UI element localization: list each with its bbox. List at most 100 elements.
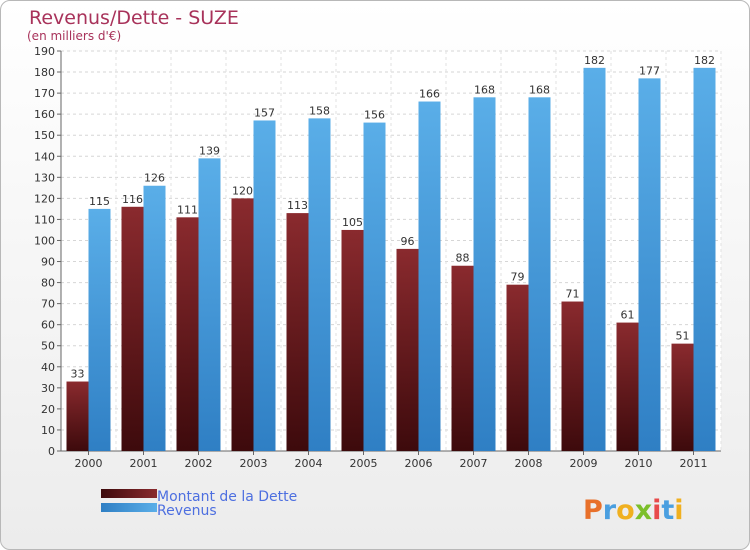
proxiti-logo: Proxiti: [583, 495, 684, 526]
data-label: 51: [676, 330, 690, 343]
data-label: 116: [122, 193, 143, 206]
y-axis: 0 10 20 30 40 50 60 70 80 90 100 110 120 130 140 150 160…: [34, 45, 721, 458]
bar-debt: [176, 217, 199, 451]
bar-revenus: [693, 67, 716, 451]
bar-revenus: [88, 208, 111, 451]
y-tick-label: 60: [41, 319, 55, 332]
bar-revenus: [308, 118, 331, 452]
legend-swatch-debt: [101, 489, 157, 498]
x-tick-label: 2000: [75, 457, 103, 470]
data-label: 96: [401, 235, 415, 248]
bar-revenus: [473, 97, 496, 451]
legend: Montant de la Dette Revenus: [101, 489, 297, 519]
y-tick-label: 100: [34, 234, 55, 247]
x-tick-label: 2004: [295, 457, 323, 470]
bar-debt: [506, 284, 529, 451]
data-label: 168: [529, 83, 550, 96]
y-tick-label: 150: [34, 129, 55, 142]
data-label: 105: [342, 216, 363, 229]
bar-debt: [66, 381, 89, 451]
data-label: 157: [254, 106, 275, 119]
data-label: 33: [71, 368, 85, 381]
x-axis: 2000 2001 2002 2003 2004 2005 2006 2007 2008 2009…: [75, 451, 708, 470]
y-tick-label: 190: [34, 45, 55, 58]
grid: [60, 50, 722, 452]
bar-revenus: [198, 158, 221, 452]
y-tick-label: 80: [41, 277, 55, 290]
data-label: 168: [474, 83, 495, 96]
bar-revenus: [143, 185, 166, 451]
y-tick-label: 10: [41, 424, 55, 437]
x-tick-label: 2002: [185, 457, 213, 470]
legend-label-revenus: Revenus: [157, 503, 217, 519]
bar-debt: [561, 301, 584, 451]
logo-letter: x: [635, 495, 652, 526]
y-tick-label: 120: [34, 192, 55, 205]
logo-letter: o: [616, 495, 635, 526]
data-label: 177: [639, 64, 660, 77]
x-tick-label: 2003: [240, 457, 268, 470]
logo-letter: r: [603, 495, 617, 526]
y-tick-label: 40: [41, 361, 55, 374]
y-tick-label: 20: [41, 403, 55, 416]
data-label: 126: [144, 172, 165, 185]
data-label: 88: [456, 252, 470, 265]
bar-revenus: [418, 101, 441, 452]
logo-letter: i: [674, 495, 683, 526]
y-tick-label: 30: [41, 382, 55, 395]
y-tick-label: 90: [41, 256, 55, 269]
legend-label-debt: Montant de la Dette: [157, 489, 297, 505]
data-label: 182: [694, 54, 715, 67]
data-label: 71: [566, 288, 580, 301]
bar-debt: [616, 322, 639, 451]
x-tick-label: 2011: [680, 457, 708, 470]
chart-subtitle: (en milliers d'€): [27, 29, 121, 43]
x-tick-label: 2001: [130, 457, 158, 470]
data-label: 156: [364, 109, 385, 122]
chart-title: Revenus/Dette - SUZE: [29, 7, 239, 29]
data-label: 113: [287, 199, 308, 212]
data-label: 61: [621, 309, 635, 322]
bar-revenus: [253, 120, 276, 451]
data-label: 111: [177, 203, 198, 216]
bar-debt: [451, 265, 474, 451]
bar-debt: [286, 213, 309, 451]
logo-letter: i: [652, 495, 661, 526]
data-label: 139: [199, 144, 220, 157]
x-tick-label: 2005: [350, 457, 378, 470]
y-tick-label: 70: [41, 298, 55, 311]
y-tick-label: 50: [41, 340, 55, 353]
y-tick-label: 130: [34, 171, 55, 184]
x-tick-label: 2006: [405, 457, 433, 470]
y-tick-label: 170: [34, 87, 55, 100]
data-label: 115: [89, 195, 110, 208]
logo-letter: t: [661, 495, 674, 526]
y-tick-label: 110: [34, 213, 55, 226]
bar-revenus: [528, 97, 551, 451]
y-tick-label: 140: [34, 150, 55, 163]
y-tick-label: 180: [34, 66, 55, 79]
legend-swatch-revenus: [101, 503, 157, 512]
y-tick-label: 160: [34, 108, 55, 121]
bar-debt: [231, 198, 254, 451]
bar-debt: [396, 248, 419, 451]
y-tick-label: 0: [48, 445, 55, 458]
bar-revenus: [583, 67, 606, 451]
bar-revenus: [638, 78, 661, 452]
x-tick-label: 2007: [460, 457, 488, 470]
bar-debt: [341, 229, 364, 451]
bar-debt: [121, 206, 144, 451]
x-tick-label: 2010: [625, 457, 653, 470]
bar-revenus: [363, 122, 386, 451]
logo-letter: P: [583, 495, 603, 526]
data-label: 79: [511, 271, 525, 284]
data-label: 166: [419, 88, 440, 101]
data-label: 158: [309, 104, 330, 117]
data-label: 120: [232, 184, 253, 197]
data-label: 182: [584, 54, 605, 67]
x-tick-label: 2009: [570, 457, 598, 470]
bar-debt: [671, 343, 694, 451]
